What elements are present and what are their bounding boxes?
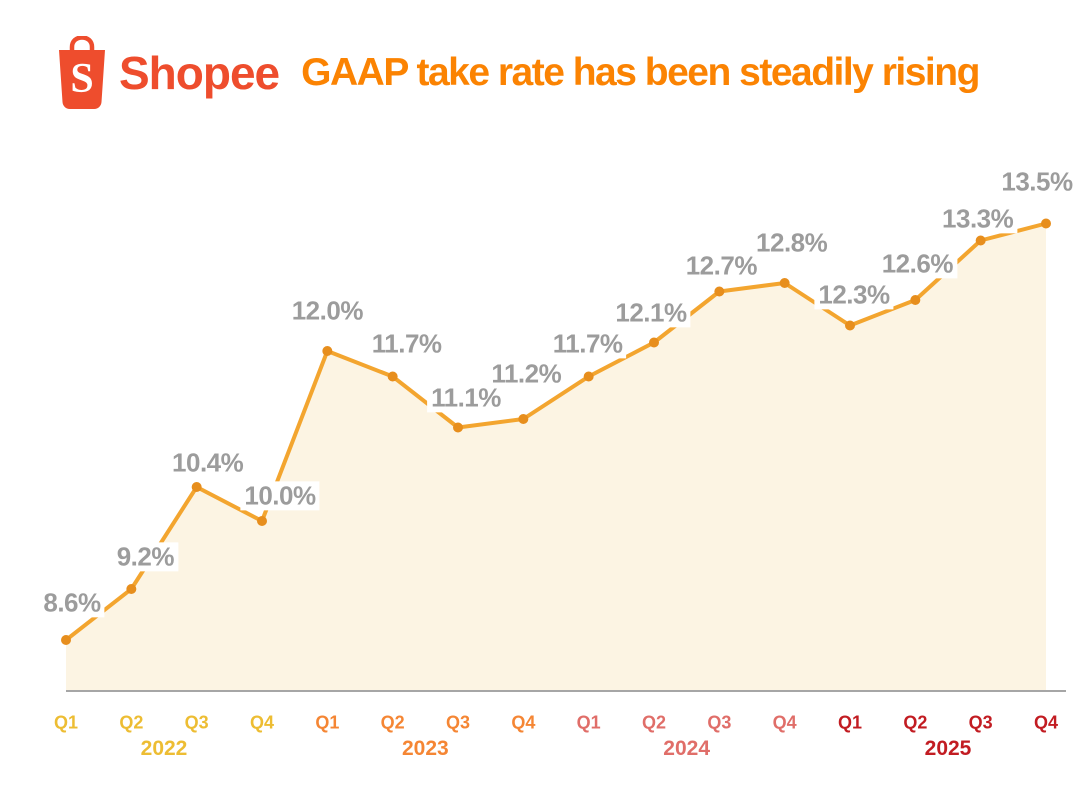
x-axis-quarter-label: Q1 bbox=[315, 712, 340, 733]
brand-name: Shopee bbox=[119, 47, 280, 99]
data-point-marker bbox=[583, 371, 594, 382]
value-label: 12.1% bbox=[611, 297, 691, 328]
data-point-marker bbox=[975, 235, 986, 246]
x-axis-quarter-label: Q4 bbox=[1033, 712, 1059, 733]
x-axis-quarter-label: Q2 bbox=[119, 712, 144, 733]
page-title: GAAP take rate has been steadily rising bbox=[301, 51, 980, 94]
data-point-marker bbox=[257, 516, 267, 526]
data-point-marker bbox=[387, 371, 398, 382]
value-label: 12.6% bbox=[877, 249, 957, 279]
x-axis-quarter-label: Q1 bbox=[576, 712, 601, 733]
svg-text:S: S bbox=[70, 56, 93, 102]
shopee-bag-icon: S bbox=[55, 36, 109, 110]
data-point-marker bbox=[649, 337, 659, 348]
data-point-marker bbox=[453, 422, 463, 433]
header: S Shopee GAAP take rate has been steadil… bbox=[55, 30, 980, 116]
x-axis-year-label: 2024 bbox=[663, 737, 711, 760]
value-label: 10.4% bbox=[168, 448, 248, 478]
value-label: 12.0% bbox=[287, 296, 367, 326]
value-label: 8.6% bbox=[39, 588, 105, 618]
value-label: 12.7% bbox=[681, 250, 761, 281]
value-label: 12.8% bbox=[752, 228, 832, 258]
x-axis-year-label: 2023 bbox=[401, 737, 449, 760]
value-label: 11.7% bbox=[548, 328, 627, 359]
x-axis-quarter-label: Q4 bbox=[249, 712, 275, 733]
x-axis-quarter-label: Q1 bbox=[837, 712, 863, 733]
data-point-marker bbox=[910, 295, 921, 305]
data-point-marker bbox=[714, 286, 725, 297]
data-point-marker bbox=[126, 584, 137, 594]
value-label: 12.3% bbox=[814, 279, 894, 310]
data-point-marker bbox=[322, 346, 333, 356]
data-point-marker bbox=[845, 320, 855, 331]
x-axis-year-label: 2022 bbox=[140, 737, 188, 760]
x-axis-quarter-label: Q3 bbox=[184, 712, 209, 733]
data-point-marker bbox=[779, 278, 790, 288]
data-point-marker bbox=[191, 482, 202, 492]
x-axis-quarter-label: Q2 bbox=[903, 712, 928, 733]
data-point-marker bbox=[518, 414, 529, 424]
value-label: 13.3% bbox=[938, 203, 1018, 234]
take-rate-line bbox=[64, 221, 1048, 642]
x-axis-quarter-label: Q4 bbox=[772, 712, 797, 733]
value-label: 9.2% bbox=[112, 542, 178, 572]
x-axis-quarter-label: Q3 bbox=[707, 712, 732, 733]
x-axis-quarter-label: Q2 bbox=[380, 712, 405, 733]
x-axis-quarter-label: Q2 bbox=[641, 712, 667, 733]
x-axis-quarter-label: Q4 bbox=[511, 712, 536, 733]
x-axis-year-label: 2025 bbox=[924, 737, 972, 760]
value-label: 11.2% bbox=[487, 359, 566, 389]
x-axis-quarter-label: Q3 bbox=[968, 712, 993, 733]
shopee-logo: S Shopee bbox=[55, 36, 280, 110]
x-axis-quarter-label: Q3 bbox=[445, 712, 471, 733]
value-label: 10.0% bbox=[240, 481, 320, 511]
value-label: 11.7% bbox=[367, 328, 446, 359]
value-label: 13.5% bbox=[997, 166, 1077, 197]
x-axis-quarter-label: Q1 bbox=[53, 712, 79, 733]
area-fill bbox=[66, 223, 1046, 691]
data-point-marker bbox=[1041, 218, 1051, 229]
data-point-marker bbox=[61, 635, 71, 645]
